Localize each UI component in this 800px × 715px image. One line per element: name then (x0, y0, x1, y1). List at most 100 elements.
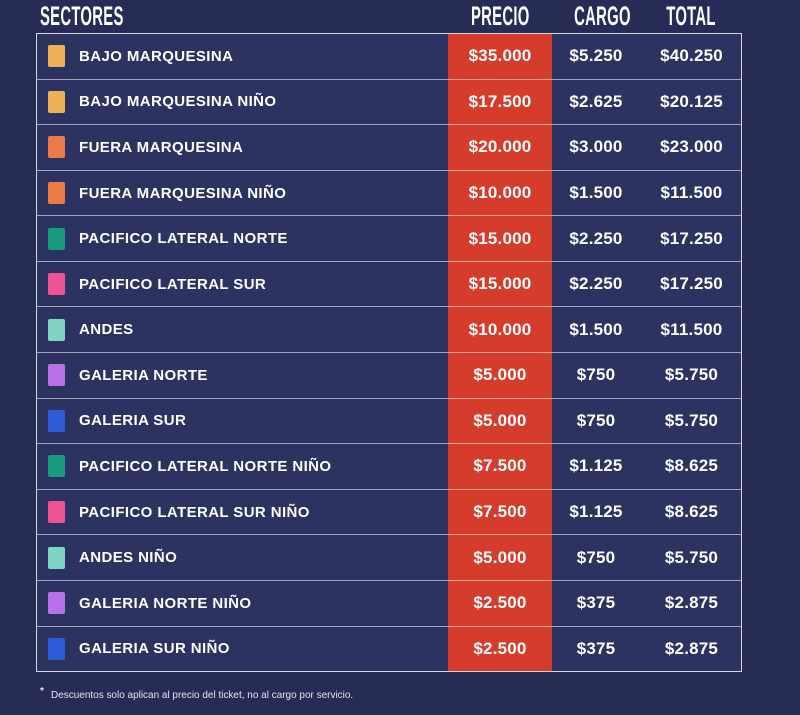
sector-cell: PACIFICO LATERAL NORTE NIÑO (37, 455, 448, 478)
price-value: $20.000 (468, 137, 532, 157)
sector-cell: BAJO MARQUESINA NIÑO (37, 90, 448, 113)
header-cargo: CARGO (551, 1, 639, 32)
charge-value: $750 (576, 365, 616, 385)
price-value: $7.500 (473, 502, 527, 522)
price-value: $2.500 (473, 638, 527, 658)
table-row: BAJO MARQUESINA $35.000 $5.250 $40.250 (37, 34, 741, 79)
charge-value: $750 (576, 410, 616, 430)
total-value: $5.750 (664, 410, 719, 430)
sector-cell: ANDES (37, 318, 448, 341)
table-row: FUERA MARQUESINA NIÑO $10.000 $1.500 $11… (37, 169, 741, 216)
price-value: $5.000 (473, 410, 527, 430)
sector-label: PACIFICO LATERAL SUR (79, 275, 267, 293)
table-row: PACIFICO LATERAL NORTE NIÑO $7.500 $1.12… (37, 443, 741, 489)
price-value: $10.000 (468, 319, 532, 339)
charge-value: $375 (576, 638, 616, 658)
price-value: $15.000 (468, 274, 532, 294)
total-value: $17.250 (660, 274, 723, 294)
sector-cell: BAJO MARQUESINA (37, 45, 448, 68)
sector-color-swatch (48, 409, 65, 432)
table-row: GALERIA SUR $5.000 $750 $5.750 (37, 397, 741, 444)
price-value: $5.000 (473, 365, 527, 385)
charge-value: $375 (576, 593, 616, 613)
table-row: PACIFICO LATERAL NORTE $15.000 $2.250 $1… (37, 215, 741, 261)
sector-color-swatch (48, 227, 65, 250)
sector-label: ANDES NIÑO (79, 549, 178, 567)
table-row: PACIFICO LATERAL SUR $15.000 $2.250 $17.… (37, 260, 741, 307)
table-row: ANDES NIÑO $5.000 $750 $5.750 (37, 534, 741, 580)
charge-value: $2.625 (569, 91, 623, 111)
sector-label: BAJO MARQUESINA (79, 47, 234, 65)
header-cargo-label: CARGO (574, 1, 631, 31)
charge-value: $5.250 (569, 46, 623, 66)
sector-color-swatch (48, 455, 65, 478)
header-precio: PRECIO (447, 1, 551, 32)
sector-label: ANDES (79, 321, 134, 339)
price-value: $2.500 (473, 593, 527, 613)
sector-color-swatch (48, 546, 65, 569)
total-value: $5.750 (664, 547, 719, 567)
pricing-section: SECTORES PRECIO CARGO TOTAL BAJO MARQUES… (36, 0, 742, 701)
sector-color-swatch (48, 136, 65, 159)
charge-value: $1.125 (569, 502, 623, 522)
price-value: $35.000 (468, 46, 532, 66)
total-value: $17.250 (660, 228, 723, 248)
sector-color-swatch (48, 637, 65, 660)
table-row: BAJO MARQUESINA NIÑO $17.500 $2.625 $20.… (37, 78, 741, 125)
header-sectores: SECTORES (36, 1, 447, 32)
sector-cell: FUERA MARQUESINA (37, 136, 448, 159)
sector-color-swatch (48, 45, 65, 68)
sector-label: PACIFICO LATERAL SUR NIÑO (79, 503, 310, 521)
header-total-label: TOTAL (665, 1, 716, 31)
total-value: $2.875 (664, 593, 719, 613)
charge-value: $3.000 (569, 137, 623, 157)
total-value: $2.875 (664, 638, 719, 658)
sector-color-swatch (48, 592, 65, 615)
sector-cell: GALERIA SUR (37, 409, 448, 432)
total-value: $11.500 (660, 319, 723, 339)
sector-color-swatch (48, 182, 65, 205)
sector-cell: FUERA MARQUESINA NIÑO (37, 182, 448, 205)
table-row: ANDES $10.000 $1.500 $11.500 (37, 306, 741, 352)
charge-value: $1.500 (569, 183, 623, 203)
sector-cell: PACIFICO LATERAL NORTE (37, 227, 448, 250)
sector-color-swatch (48, 364, 65, 387)
total-value: $23.000 (660, 137, 723, 157)
price-value: $15.000 (468, 228, 532, 248)
sector-color-swatch (48, 90, 65, 113)
charge-value: $1.500 (569, 319, 623, 339)
sector-label: GALERIA SUR (79, 412, 187, 430)
total-value: $8.625 (664, 456, 719, 476)
sector-label: GALERIA SUR NIÑO (79, 640, 230, 658)
table-row: FUERA MARQUESINA $20.000 $3.000 $23.000 (37, 124, 741, 170)
sector-color-swatch (48, 273, 65, 296)
price-value: $5.000 (473, 547, 527, 567)
table-row: GALERIA NORTE $5.000 $750 $5.750 (37, 352, 741, 398)
footnote: * Descuentos solo aplican al precio del t… (36, 686, 742, 701)
table-row: GALERIA SUR NIÑO $2.500 $375 $2.875 (37, 625, 741, 672)
table-header: SECTORES PRECIO CARGO TOTAL (36, 0, 742, 33)
sector-label: FUERA MARQUESINA (79, 138, 244, 156)
sector-label: GALERIA NORTE NIÑO (79, 594, 252, 612)
sector-label: FUERA MARQUESINA NIÑO (79, 184, 287, 202)
sector-color-swatch (48, 501, 65, 524)
header-sectores-label: SECTORES (40, 1, 124, 31)
total-value: $20.125 (660, 91, 723, 111)
table-row: PACIFICO LATERAL SUR NIÑO $7.500 $1.125 … (37, 488, 741, 535)
sector-cell: PACIFICO LATERAL SUR (37, 273, 448, 296)
sector-cell: ANDES NIÑO (37, 546, 448, 569)
price-value: $17.500 (468, 91, 532, 111)
header-total: TOTAL (639, 1, 742, 32)
total-value: $11.500 (660, 183, 723, 203)
sector-color-swatch (48, 318, 65, 341)
charge-value: $2.250 (569, 274, 623, 294)
total-value: $40.250 (660, 46, 723, 66)
charge-value: $750 (576, 547, 616, 567)
sector-label: BAJO MARQUESINA NIÑO (79, 93, 277, 111)
sector-cell: GALERIA NORTE NIÑO (37, 592, 448, 615)
sector-cell: PACIFICO LATERAL SUR NIÑO (37, 501, 448, 524)
table-row: GALERIA NORTE NIÑO $2.500 $375 $2.875 (37, 579, 741, 626)
footnote-text: Descuentos solo aplican al precio del ti… (50, 689, 354, 701)
header-precio-label: PRECIO (470, 1, 530, 31)
sector-label: PACIFICO LATERAL NORTE NIÑO (79, 457, 332, 475)
